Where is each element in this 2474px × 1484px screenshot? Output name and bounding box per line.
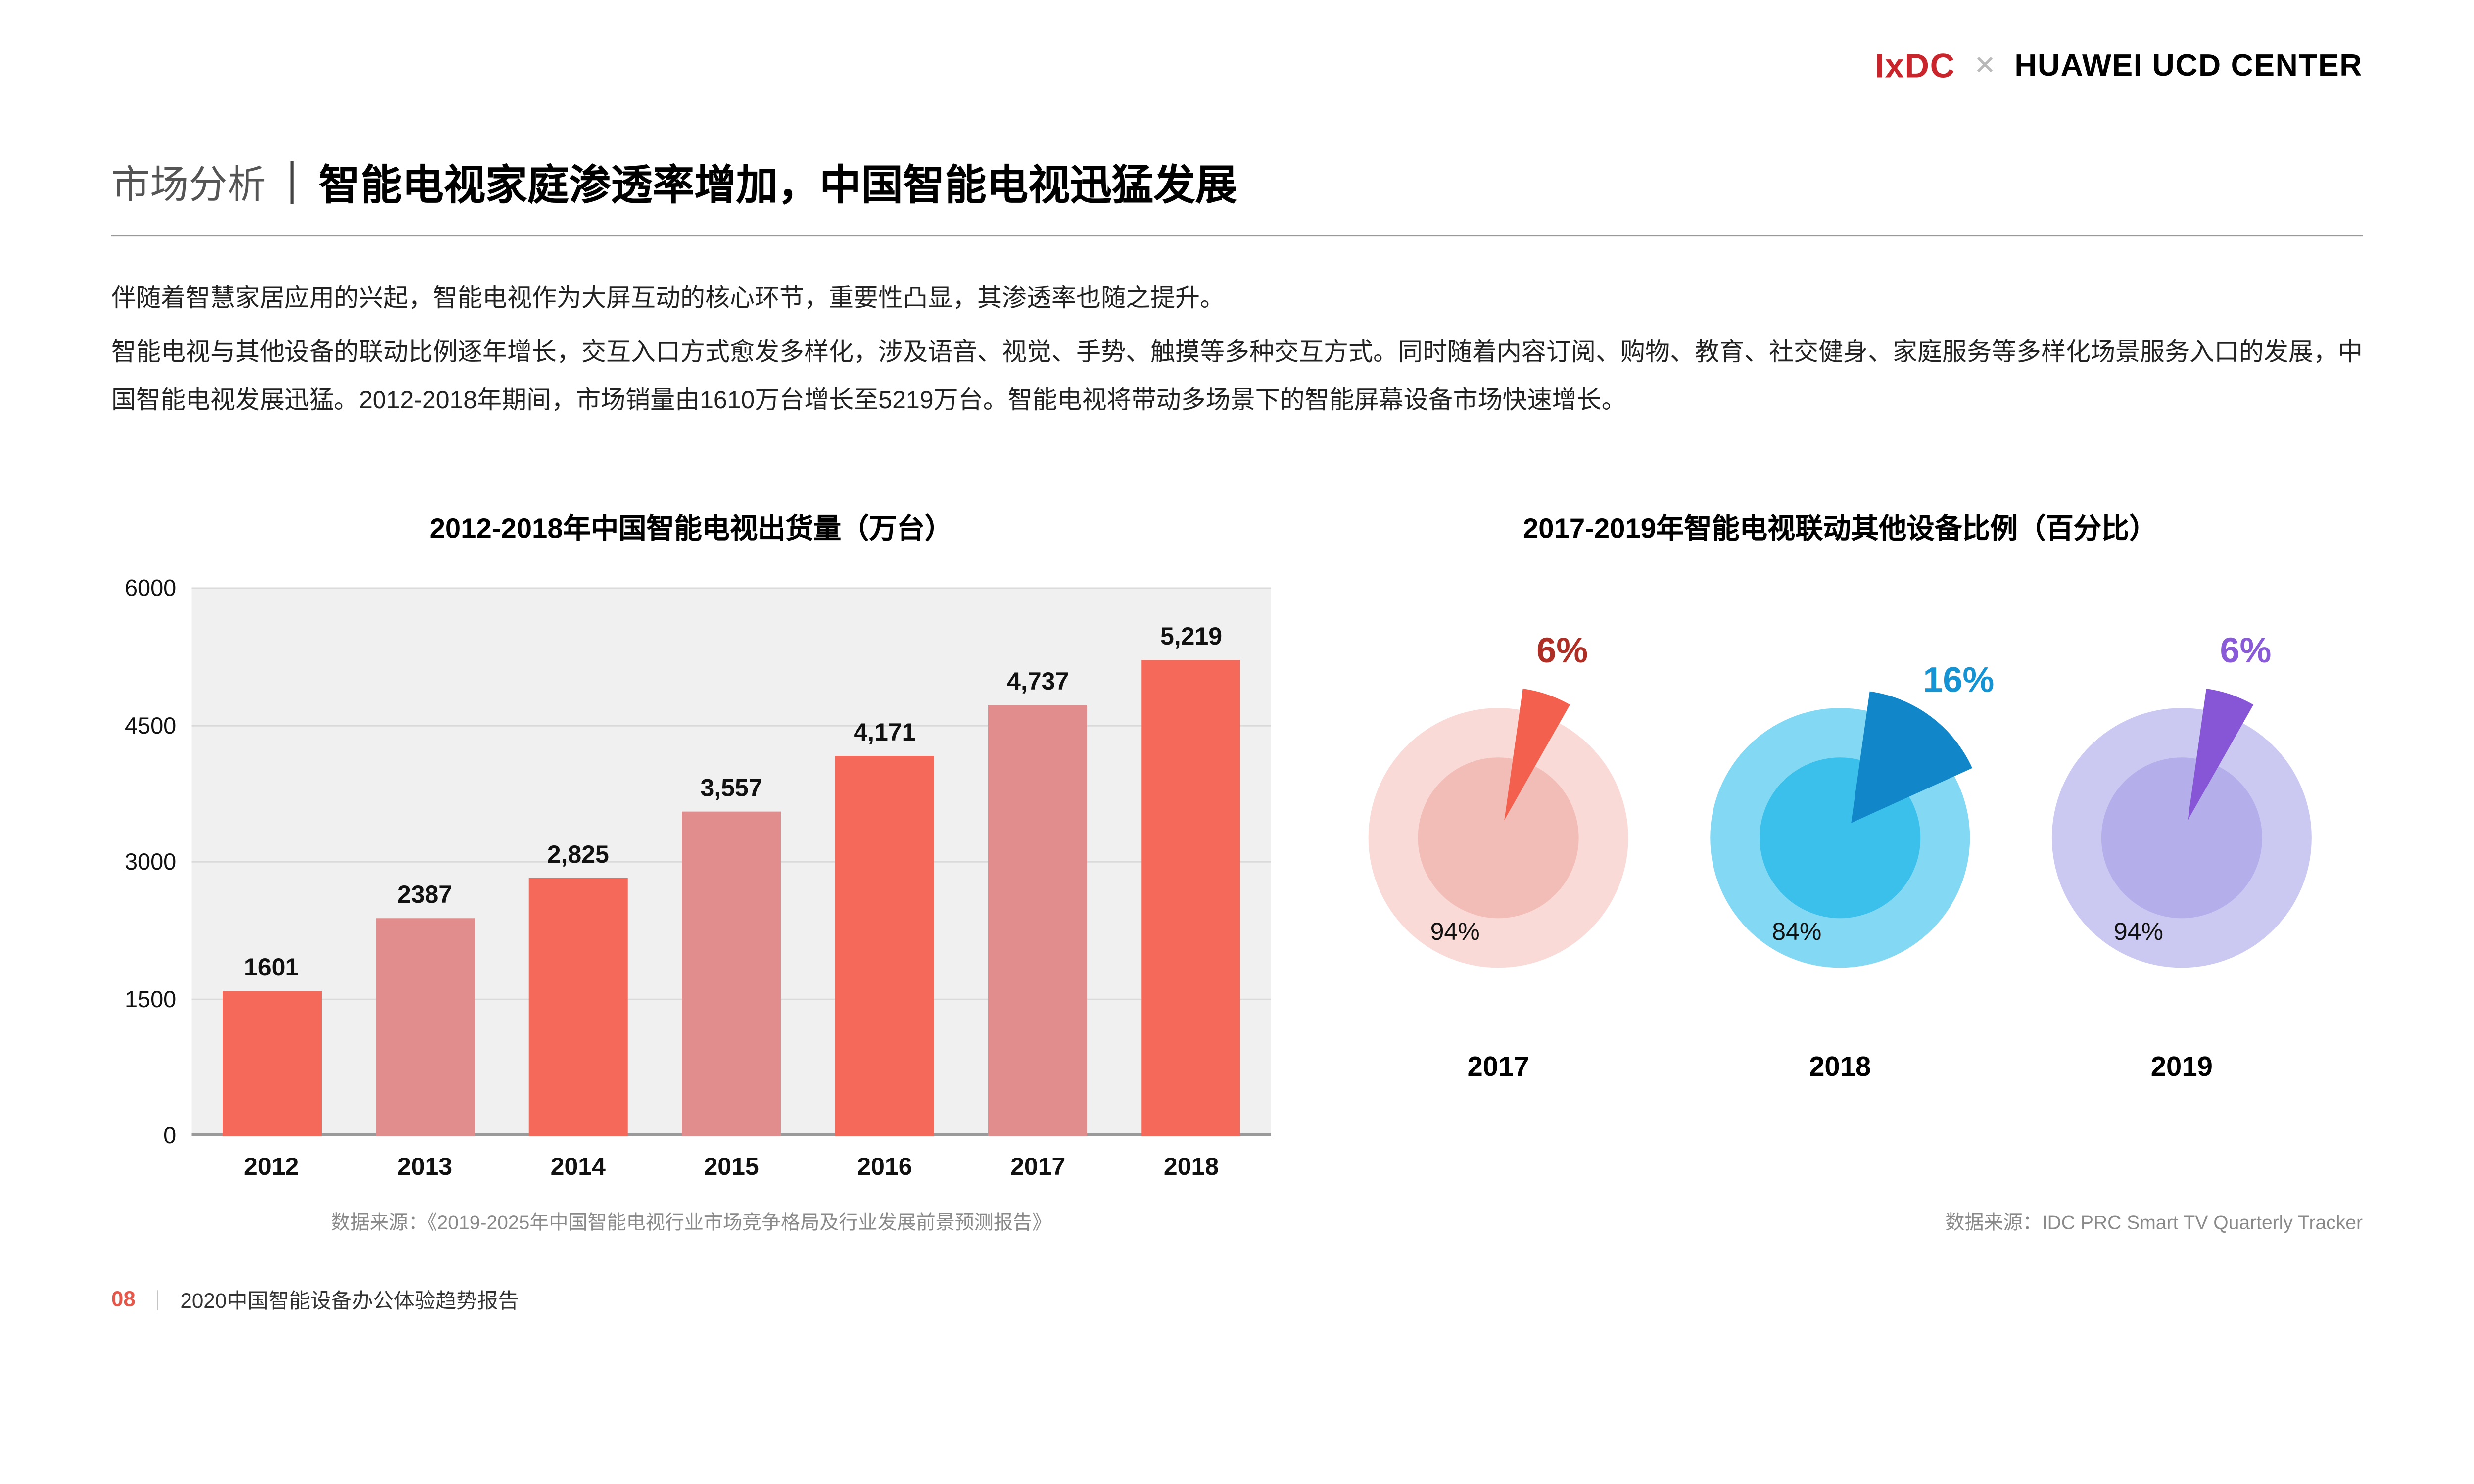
bar-value-label: 2,825 xyxy=(547,843,609,870)
gridline xyxy=(191,724,1271,726)
y-tick-label: 6000 xyxy=(124,576,177,603)
page-number: 08 xyxy=(111,1286,136,1311)
donut-row: 6% 94% 2017 16% 84% 2018 6% 94% 2019 xyxy=(1318,588,2363,1113)
x-tick-label: 2014 xyxy=(550,1155,606,1181)
bar xyxy=(988,704,1088,1136)
donut-slice xyxy=(1504,689,1570,821)
bar-column: 2387 xyxy=(348,589,502,1136)
ixdc-logo: IxDC xyxy=(1874,46,1955,85)
intro-line-1: 伴随着智慧家居应用的兴起，智能电视作为大屏互动的核心环节，重要性凸显，其渗透率也… xyxy=(111,286,1225,313)
bar xyxy=(222,990,321,1136)
bar-chart: 2012-2018年中国智能电视出货量（万台） 0 1500 3000 4500 600… xyxy=(111,492,1271,1296)
bar-value-label: 1601 xyxy=(244,954,299,981)
bar-column: 2,825 xyxy=(501,589,655,1136)
title-row: 市场分析 智能电视家庭渗透率增加，中国智能电视迅猛发展 xyxy=(111,151,1237,212)
donut-core xyxy=(2101,757,2262,919)
charts-area: 2012-2018年中国智能电视出货量（万台） 0 1500 3000 4500 600… xyxy=(111,492,2363,1296)
report-title: 2020中国智能设备办公体验趋势报告 xyxy=(180,1289,519,1313)
base-percent-label: 94% xyxy=(1430,920,1480,946)
donut-2019: 6% 94% 2019 xyxy=(2019,588,2344,1113)
base-percent-label: 94% xyxy=(2113,920,2163,946)
y-tick-label: 1500 xyxy=(124,986,177,1013)
donut-core xyxy=(1418,757,1579,919)
donut-chart-source: 数据来源：IDC PRC Smart TV Quarterly Tracker xyxy=(1945,1212,2363,1234)
bar-plot-area: 1601 2387 2,825 3,557 4,171 4,737 5,219 xyxy=(191,587,1271,1136)
slice-percent-label: 6% xyxy=(2220,629,2272,670)
bar-x-axis: 2012 2013 2014 2015 2016 2017 2018 xyxy=(192,1146,1271,1183)
base-percent-label: 84% xyxy=(1772,920,1822,946)
donut-graphic xyxy=(1368,689,1628,968)
donut-year-label: 2018 xyxy=(1809,1051,1871,1082)
x-tick-label: 2017 xyxy=(1010,1155,1066,1181)
donut-graphic xyxy=(2051,689,2312,968)
bar-chart-body: 0 1500 3000 4500 6000 1601 2387 2,825 3,557 4,17… xyxy=(111,576,1271,1207)
slice-percent-label: 16% xyxy=(1923,658,1995,699)
bar-value-label: 4,737 xyxy=(1007,668,1069,695)
y-tick-label: 0 xyxy=(163,1123,177,1150)
x-tick-label: 2013 xyxy=(397,1155,453,1181)
intro-text: 伴随着智慧家居应用的兴起，智能电视作为大屏互动的核心环节，重要性凸显，其渗透率也… xyxy=(111,275,2363,425)
slide: IxDC ✕ HUAWEI UCD CENTER 市场分析 智能电视家庭渗透率增… xyxy=(111,46,2363,1314)
donut-graphic xyxy=(1710,691,1972,968)
slice-percent-label: 6% xyxy=(1536,629,1588,670)
bar-column: 3,557 xyxy=(655,589,808,1136)
bar-value-label: 2387 xyxy=(397,882,453,910)
bar xyxy=(528,879,628,1136)
bar-y-axis: 0 1500 3000 4500 6000 xyxy=(111,576,192,1149)
footer: 08 ｜ 2020中国智能设备办公体验趋势报告 xyxy=(111,1283,519,1314)
bar-value-label: 4,171 xyxy=(854,720,916,747)
title-rule xyxy=(111,235,2363,237)
donut-year-label: 2017 xyxy=(1467,1051,1529,1082)
bar xyxy=(682,812,781,1136)
y-tick-label: 3000 xyxy=(124,849,177,876)
bar-column: 4,171 xyxy=(808,589,961,1136)
page-title: 智能电视家庭渗透率增加，中国智能电视迅猛发展 xyxy=(318,162,1237,209)
brand-separator-icon: ✕ xyxy=(1974,51,1996,81)
bar-column: 1601 xyxy=(195,589,348,1136)
bar xyxy=(375,918,475,1136)
x-tick-label: 2016 xyxy=(857,1155,912,1181)
gridline xyxy=(191,587,1271,589)
donut-2018: 16% 84% 2018 xyxy=(1678,588,2002,1113)
footer-separator: ｜ xyxy=(147,1288,168,1312)
x-tick-label: 2012 xyxy=(244,1155,299,1181)
bar-series: 1601 2387 2,825 3,557 4,171 4,737 5,219 xyxy=(192,589,1271,1136)
bar-column: 5,219 xyxy=(1115,589,1268,1136)
y-tick-label: 4500 xyxy=(124,712,177,739)
x-tick-label: 2018 xyxy=(1163,1155,1219,1181)
donut-chart: 2017-2019年智能电视联动其他设备比例（百分比） 6% 94% 2017 16%… xyxy=(1318,492,2363,1296)
bar-chart-title: 2012-2018年中国智能电视出货量（万台） xyxy=(429,513,953,545)
donut-chart-title: 2017-2019年智能电视联动其他设备比例（百分比） xyxy=(1522,513,2157,545)
donut-year-label: 2019 xyxy=(2150,1051,2213,1082)
intro-line-2: 智能电视与其他设备的联动比例逐年增长，交互入口方式愈发多样化，涉及语音、视觉、手… xyxy=(111,340,2363,415)
title-divider xyxy=(290,160,294,203)
bar-value-label: 3,557 xyxy=(700,776,762,803)
x-tick-label: 2015 xyxy=(704,1155,759,1181)
huawei-ucd-logo: HUAWEI UCD CENTER xyxy=(2014,48,2363,83)
bar-value-label: 5,219 xyxy=(1160,624,1223,651)
brand: IxDC ✕ HUAWEI UCD CENTER xyxy=(1875,46,2363,87)
bar xyxy=(1142,660,1241,1136)
donut-2017: 6% 94% 2017 xyxy=(1336,588,1661,1113)
bar-chart-source: 数据来源：《2019-2025年中国智能电视行业市场竞争格局及行业发展前景预测报… xyxy=(331,1212,1052,1234)
bar xyxy=(835,755,934,1136)
donut-slice xyxy=(2188,689,2254,821)
section-label: 市场分析 xyxy=(111,163,266,207)
bar-column: 4,737 xyxy=(961,589,1115,1136)
donut-slice xyxy=(1851,691,1972,823)
